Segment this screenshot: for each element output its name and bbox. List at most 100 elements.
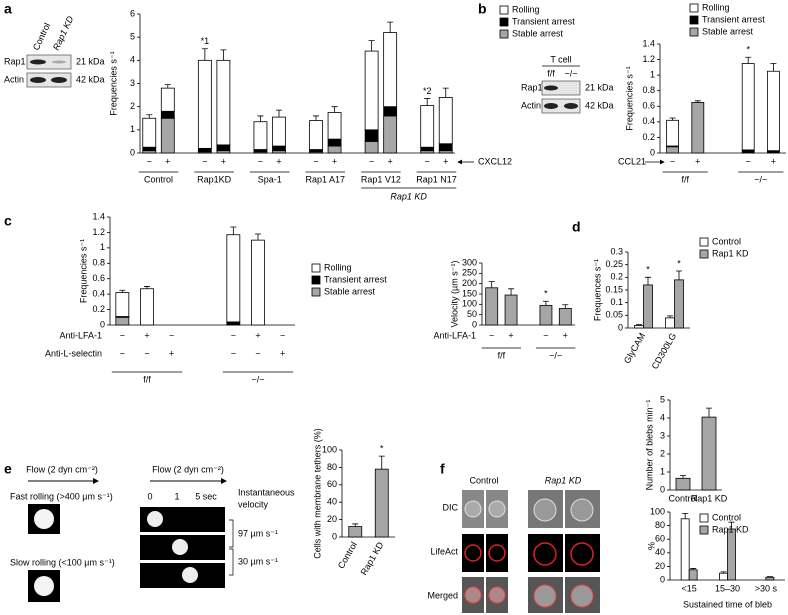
blot-size: 21 kDa — [585, 82, 614, 92]
annotation: *2 — [423, 86, 432, 96]
x-tick-label: + — [332, 156, 337, 166]
bar — [142, 146, 157, 152]
lane-label: Control — [31, 21, 52, 52]
legend-label: Stable arrest — [324, 286, 376, 296]
y-tick-label: 0 — [660, 484, 665, 494]
error-bar — [164, 84, 171, 89]
y-axis-label: Frequencies s⁻¹ — [624, 66, 634, 130]
group-label: f/f — [681, 174, 689, 184]
group-label: −/− — [251, 374, 264, 384]
y-tick-label: 0.8 — [642, 85, 655, 95]
bar — [680, 518, 690, 581]
annotation: * — [380, 443, 384, 453]
bar — [741, 149, 755, 154]
error-bar — [442, 87, 449, 98]
error-bar — [275, 109, 282, 118]
x-tick-label: − — [543, 330, 548, 340]
x-tick-label: + — [695, 156, 700, 166]
velocity-title: velocity — [238, 499, 269, 509]
error-bar — [706, 407, 712, 418]
error-bar — [508, 288, 515, 296]
group-label: f/f — [143, 374, 151, 384]
bar — [364, 50, 379, 131]
bar — [438, 143, 453, 152]
x-tick-label: − — [369, 156, 374, 166]
bar — [727, 528, 736, 581]
y-tick-label: 0 — [332, 531, 337, 541]
panel-f-images: Control Rap1 KD DIC LifeAct Merged — [427, 475, 600, 613]
x-tick-label: Rap1 KD — [359, 540, 386, 577]
annotation: * — [677, 258, 681, 268]
error-bar — [119, 289, 126, 293]
x-tick-label: − — [169, 330, 174, 340]
error-bar — [645, 276, 651, 285]
y-tick-label: 4 — [130, 55, 135, 65]
blot-band — [30, 77, 46, 83]
row-label: CCL21 — [618, 156, 646, 166]
group-label: Rap1 A17 — [306, 174, 346, 184]
bar — [197, 59, 212, 149]
x-axis-label: Sustained time of bleb — [683, 599, 772, 609]
group-label: −/− — [549, 350, 562, 360]
row-label: LifeAct — [430, 546, 458, 556]
blot-band — [30, 59, 46, 65]
error-bar — [230, 226, 237, 235]
velocity-title: Instantaneous — [238, 487, 295, 497]
blot-row-label: Rap1 — [521, 82, 543, 92]
row-label: Anti-LFA-1 — [433, 330, 476, 340]
group-label: Rap1KD — [197, 174, 232, 184]
y-tick-label: 20 — [655, 561, 665, 571]
blot-band — [544, 85, 558, 91]
row-label: Anti-LFA-1 — [59, 330, 102, 340]
lane-label: −/− — [564, 68, 577, 78]
x-tick-label: − — [120, 348, 125, 358]
cell — [172, 539, 188, 555]
y-tick-label: 4 — [660, 412, 665, 422]
y-axis-label: Frequencies s⁻¹ — [78, 239, 88, 303]
bar — [485, 287, 499, 326]
bar — [666, 146, 679, 154]
blot-band — [51, 77, 67, 83]
y-tick-label: 100 — [462, 299, 477, 309]
time-label: 0 — [147, 491, 152, 501]
column-label: Control — [469, 475, 498, 485]
blot-band — [564, 103, 578, 109]
bar — [374, 468, 389, 538]
legend-swatch — [311, 287, 321, 297]
bar — [216, 59, 231, 146]
bar — [197, 147, 212, 153]
lane-label: f/f — [547, 68, 555, 78]
error-bar — [352, 523, 359, 527]
blot-row-label: Actin — [4, 74, 24, 84]
bar — [634, 325, 644, 329]
image-caption: Slow rolling (<100 µm s⁻¹) — [10, 557, 115, 567]
y-tick-label: 80 — [327, 462, 337, 472]
error-bar — [720, 571, 727, 574]
legend-swatch — [699, 237, 709, 247]
group-label: Rap1 N17 — [416, 174, 457, 184]
error-bar — [680, 475, 686, 479]
bar — [160, 87, 175, 112]
legend-swatch — [689, 15, 699, 25]
x-tick-label: − — [489, 330, 494, 340]
bar — [688, 569, 698, 581]
x-tick-label: + — [388, 156, 393, 166]
y-tick-label: 0.3 — [610, 246, 623, 256]
blot-band — [544, 103, 558, 109]
annotation: *1 — [201, 36, 210, 46]
y-tick-label: 1 — [660, 466, 665, 476]
y-tick-label: 1.2 — [642, 54, 655, 64]
y-axis-label: Number of blebs min⁻¹ — [644, 400, 654, 491]
bar — [674, 279, 684, 329]
bar — [767, 70, 780, 152]
flow-label: Flow (2 dyn cm⁻²) — [26, 464, 98, 474]
y-tick-label: 3 — [130, 78, 135, 88]
y-tick-label: 2 — [660, 448, 665, 458]
legend-swatch — [311, 275, 321, 285]
y-tick-label: 0.25 — [605, 259, 623, 269]
x-tick-label: + — [165, 156, 170, 166]
error-bar — [667, 315, 673, 318]
bar — [140, 288, 154, 326]
error-bar — [378, 455, 385, 470]
